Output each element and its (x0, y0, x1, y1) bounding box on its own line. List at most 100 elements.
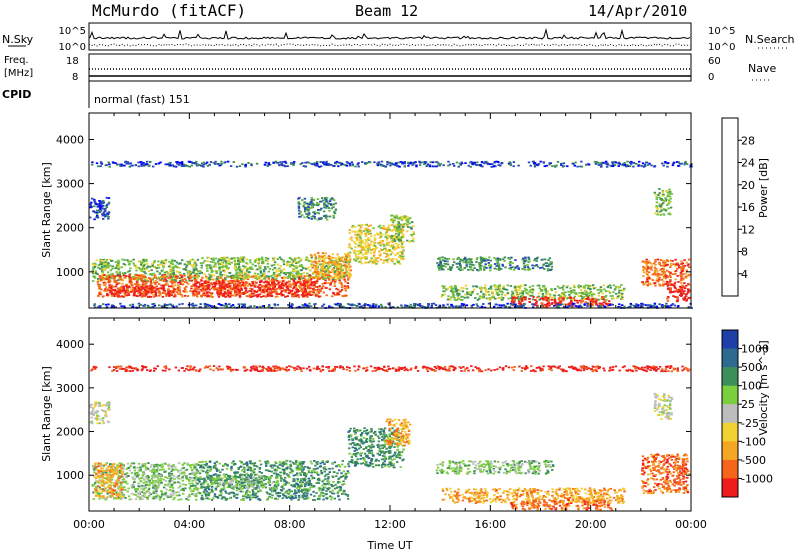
heatmap-cell (196, 281, 199, 283)
heatmap-cell (470, 266, 473, 269)
heatmap-cell (110, 273, 113, 276)
heatmap-cell (224, 262, 228, 264)
heatmap-cell (410, 227, 413, 230)
heatmap-cell (475, 258, 478, 261)
heatmap-cell (188, 279, 191, 282)
heatmap-cell (316, 278, 320, 280)
heatmap-cell (386, 253, 389, 256)
heatmap-cell (531, 291, 534, 294)
heatmap-cell (288, 280, 291, 283)
heatmap-cell (668, 201, 671, 203)
heatmap-cell (679, 273, 682, 276)
heatmap-cell (137, 161, 140, 164)
heatmap-cell (436, 161, 439, 164)
heatmap-cell (105, 206, 109, 208)
heatmap-cell (398, 240, 401, 243)
heatmap-cell (664, 209, 667, 211)
heatmap-cell (654, 259, 657, 261)
heatmap-cell (662, 269, 665, 272)
heatmap-cell (511, 262, 514, 265)
heatmap-cell (594, 163, 598, 165)
heatmap-cell (480, 161, 484, 164)
heatmap-cell (334, 276, 337, 279)
heatmap-cell (294, 287, 298, 290)
heatmap-cell (101, 275, 104, 278)
heatmap-cell (332, 292, 336, 295)
heatmap-cell (288, 274, 291, 277)
heatmap-cell (212, 261, 215, 263)
heatmap-cell (328, 288, 332, 291)
heatmap-cell (337, 165, 340, 168)
heatmap-cell (601, 292, 604, 295)
heatmap-cell (266, 260, 269, 262)
heatmap-cell (338, 265, 341, 267)
heatmap-cell (337, 161, 341, 164)
heatmap-cell (594, 300, 597, 302)
heatmap-cell (275, 270, 278, 273)
heatmap-cell (545, 298, 548, 300)
heatmap-cell (360, 262, 364, 265)
heatmap-cell (549, 269, 552, 271)
heatmap-cell (471, 264, 474, 266)
heatmap-cell (443, 257, 447, 260)
heatmap-cell (332, 216, 336, 219)
heatmap-cell (621, 292, 624, 295)
heatmap-cell (211, 296, 214, 298)
heatmap-cell (147, 296, 150, 298)
heatmap-cell (375, 263, 378, 265)
heatmap-cell (340, 288, 344, 291)
heatmap-cell (517, 302, 521, 305)
heatmap-cell (661, 199, 664, 201)
heatmap-cell (645, 258, 648, 261)
heatmap-cell (571, 291, 574, 293)
heatmap-cell (286, 289, 289, 291)
heatmap-cell (646, 284, 649, 287)
heatmap-cell (470, 161, 474, 164)
heatmap-cell (93, 264, 96, 267)
heatmap-cell (359, 237, 362, 240)
heatmap-cell (363, 242, 366, 245)
heatmap-cell (683, 259, 686, 262)
heatmap-cell (361, 253, 365, 256)
heatmap-cell (159, 287, 162, 290)
heatmap-cell (253, 272, 257, 275)
heatmap-cell (259, 276, 263, 279)
heatmap-cell (127, 294, 130, 296)
heatmap-cell (295, 262, 298, 264)
heatmap-cell (131, 286, 135, 289)
heatmap-cell (257, 295, 260, 297)
heatmap-cell (365, 229, 369, 232)
heatmap-cell (97, 203, 100, 205)
heatmap-cell (138, 278, 141, 280)
heatmap-cell (331, 262, 334, 265)
heatmap-cell (452, 294, 455, 296)
heatmap-cell (589, 300, 593, 302)
heatmap-cell (107, 211, 111, 214)
heatmap-cell (93, 200, 96, 203)
heatmap-cell (163, 292, 166, 295)
heatmap-cell (346, 273, 350, 276)
heatmap-cell (391, 236, 394, 239)
heatmap-cell (180, 161, 184, 163)
heatmap-cell (661, 190, 664, 192)
heatmap-cell (282, 260, 285, 263)
heatmap-cell (218, 164, 221, 167)
heatmap-cell (244, 287, 247, 290)
heatmap-cell (209, 292, 212, 294)
heatmap-cell (287, 304, 290, 306)
heatmap-cell (271, 268, 275, 271)
heatmap-cell (299, 269, 302, 272)
heatmap-cell (621, 289, 624, 292)
heatmap-cell (141, 295, 144, 298)
heatmap-cell (366, 238, 369, 241)
heatmap-cell (254, 264, 257, 267)
heatmap-cell (334, 257, 338, 259)
heatmap-cell (299, 282, 302, 284)
heatmap-cell (303, 283, 306, 285)
heatmap-cell (452, 163, 455, 165)
heatmap-cell (216, 163, 220, 165)
heatmap-cell (178, 271, 182, 274)
heatmap-cell (289, 163, 293, 165)
heatmap-cell (319, 200, 322, 203)
heatmap-cell (298, 196, 301, 199)
